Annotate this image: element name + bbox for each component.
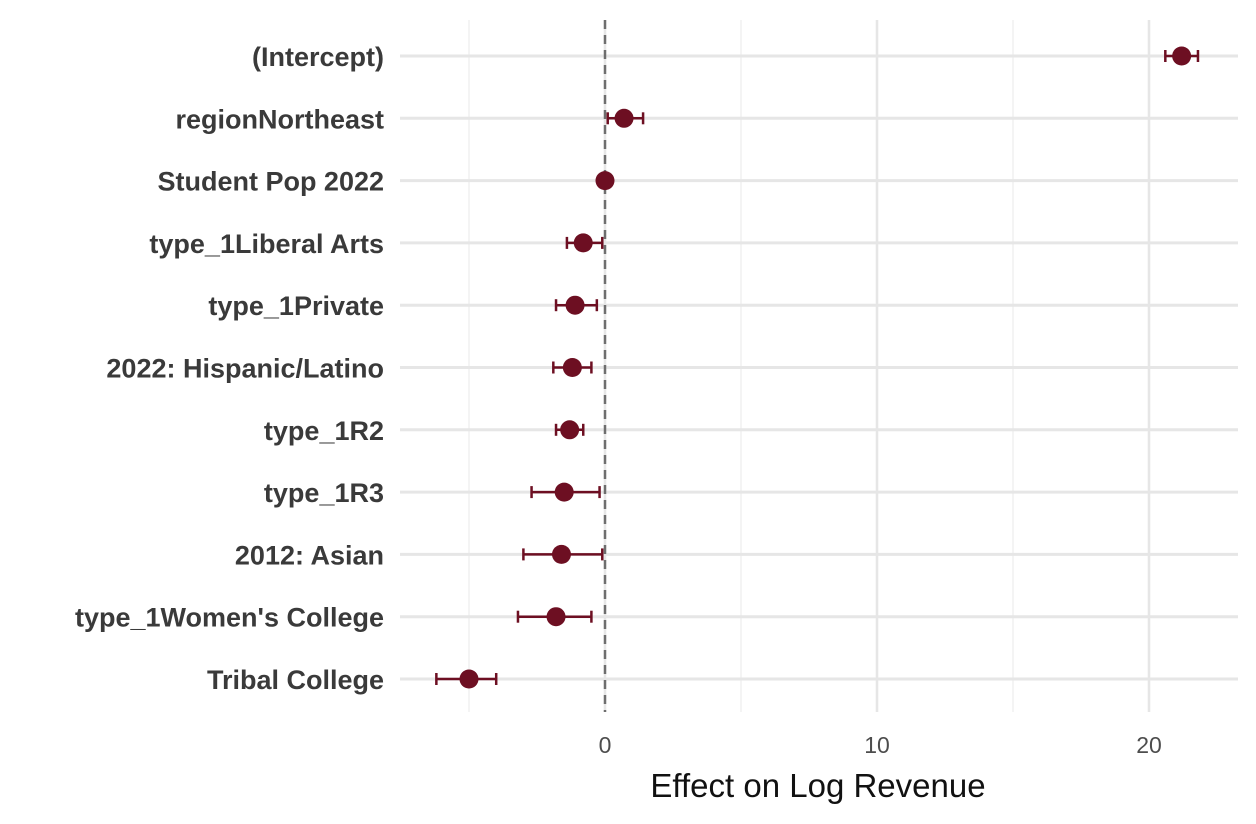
x-tick-label: 0	[599, 732, 612, 758]
coefficient-row	[554, 295, 599, 315]
category-labels: (Intercept) regionNortheast Student Pop 20…	[75, 42, 384, 695]
coefficient-row	[554, 420, 585, 440]
coefficient-point	[560, 420, 580, 440]
coefficient-row	[530, 482, 601, 502]
category-label: Tribal College	[207, 665, 384, 695]
category-label: type_1Private	[208, 291, 384, 321]
category-label: 2012: Asian	[235, 540, 384, 570]
coefficient-row	[435, 669, 498, 689]
coefficient-point	[1172, 46, 1192, 66]
coefficient-point	[562, 358, 582, 377]
category-label: type_1R2	[264, 416, 384, 446]
x-tick-label: 10	[864, 732, 890, 758]
x-axis-title: Effect on Log Revenue	[650, 767, 985, 804]
category-label: 2022: Hispanic/Latino	[106, 354, 384, 384]
coefficient-row	[565, 233, 604, 253]
category-label: regionNortheast	[175, 104, 384, 134]
category-label: type_1R3	[264, 478, 384, 508]
coefficient-point	[565, 295, 585, 315]
x-tick-labels: 0 10 20	[599, 732, 1162, 758]
category-label: type_1Liberal Arts	[149, 229, 384, 259]
coefficient-point	[595, 171, 615, 191]
coefficient-row	[1164, 46, 1200, 66]
coefficient-row	[516, 607, 593, 627]
x-tick-label: 20	[1136, 732, 1162, 758]
coefficient-row	[522, 544, 604, 564]
coefficient-point	[551, 544, 571, 564]
coefficient-point	[459, 669, 479, 689]
coefficient-point	[546, 607, 566, 627]
coefficient-marks	[435, 46, 1200, 689]
coefficient-point	[573, 233, 593, 253]
coefficient-point	[614, 108, 634, 128]
category-label: (Intercept)	[252, 42, 384, 72]
coefficient-row	[552, 358, 593, 377]
coefficient-row	[606, 108, 645, 128]
coefficient-row	[595, 171, 615, 191]
major-gridlines-y	[400, 54, 1238, 681]
coefficient-point	[554, 482, 574, 502]
category-label: Student Pop 2022	[157, 167, 384, 197]
category-label: type_1Women's College	[75, 603, 384, 633]
